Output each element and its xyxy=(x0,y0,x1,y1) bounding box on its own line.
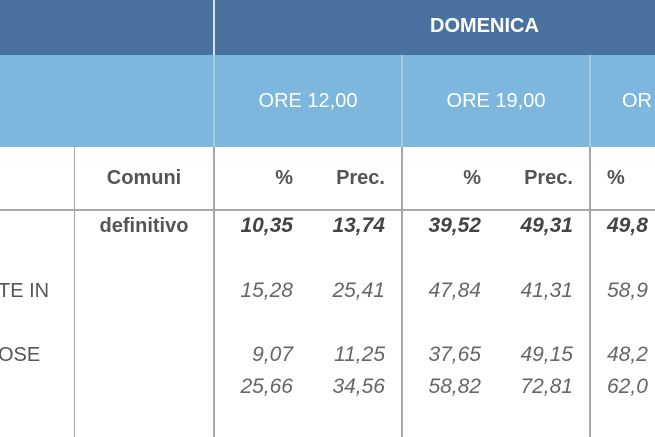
cell-value: 49,31 xyxy=(520,214,573,237)
cell-value: 62,0 xyxy=(607,375,648,398)
col-divider xyxy=(401,147,403,437)
divider xyxy=(213,55,215,147)
cell-value: 13,74 xyxy=(332,214,385,237)
cell-value: 11,25 xyxy=(334,343,385,366)
column-header: % xyxy=(463,167,481,189)
time-header: ORE 12,00 xyxy=(258,90,358,112)
col-divider xyxy=(74,147,75,437)
group-header-bg xyxy=(0,0,655,55)
cell-value: 47,84 xyxy=(428,279,481,302)
cell-value: 15,28 xyxy=(240,279,293,302)
column-header: Comuni xyxy=(106,167,182,189)
divider xyxy=(213,0,215,55)
cell-value: 9,07 xyxy=(252,343,293,366)
row-divider xyxy=(0,209,655,211)
column-header: % xyxy=(275,167,293,189)
column-header: Prec. xyxy=(524,167,573,189)
col-divider xyxy=(589,147,591,437)
cell-value: 25,41 xyxy=(332,279,385,302)
cell-value: 58,82 xyxy=(428,375,481,398)
cell-value: 72,81 xyxy=(520,375,573,398)
cell-value: 49,15 xyxy=(520,343,573,366)
cell-value: 41,31 xyxy=(520,279,573,302)
cell-value: 39,52 xyxy=(428,214,481,237)
column-header: Prec. xyxy=(336,167,385,189)
cell-value: 58,9 xyxy=(607,279,648,302)
cell-value: 49,8 xyxy=(607,214,648,237)
row-label: TE IN xyxy=(0,280,50,302)
comuni-status: definitivo xyxy=(99,215,189,237)
time-header: OR xyxy=(622,90,652,112)
cell-value: 25,66 xyxy=(240,375,293,398)
col-divider xyxy=(213,147,215,437)
divider xyxy=(589,55,591,147)
divider xyxy=(401,55,403,147)
cell-value: 10,35 xyxy=(240,214,293,237)
column-header: % xyxy=(607,167,625,189)
cell-value: 48,2 xyxy=(607,343,648,366)
group-title: DOMENICA xyxy=(430,15,539,37)
cell-value: 37,65 xyxy=(428,343,481,366)
time-header: ORE 19,00 xyxy=(446,90,546,112)
row-label: OSE xyxy=(0,344,41,366)
time-header-bg xyxy=(0,55,655,147)
cell-value: 34,56 xyxy=(332,375,385,398)
